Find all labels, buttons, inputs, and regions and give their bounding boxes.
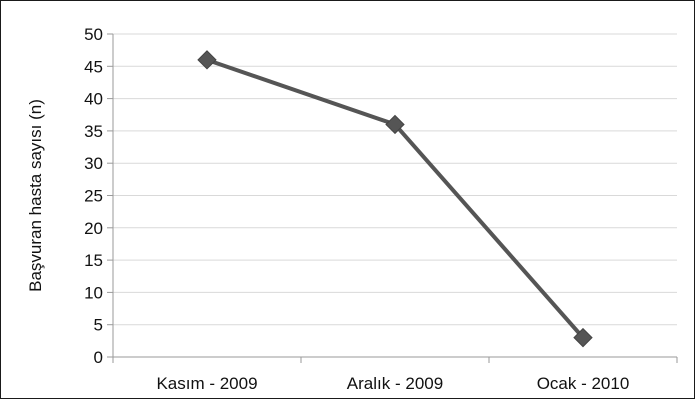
data-point-marker — [385, 114, 405, 135]
data-series — [197, 50, 593, 348]
axes — [107, 33, 678, 363]
y-tick-label: 15 — [84, 251, 103, 270]
data-point-marker — [573, 327, 593, 348]
y-tick-label: 35 — [84, 122, 103, 141]
y-tick-label: 20 — [84, 219, 103, 238]
grid-lines — [113, 33, 677, 326]
x-tick-label: Kasım - 2009 — [156, 374, 257, 393]
y-axis-title: Başvuran hasta sayısı (n) — [26, 99, 45, 292]
y-tick-label: 45 — [84, 57, 103, 76]
x-tick-label: Aralık - 2009 — [347, 374, 443, 393]
y-tick-label: 10 — [84, 283, 103, 302]
y-tick-label: 50 — [84, 25, 103, 44]
y-tick-label: 0 — [94, 348, 103, 367]
y-tick-label: 40 — [84, 90, 103, 109]
y-tick-label: 30 — [84, 154, 103, 173]
data-point-marker — [197, 50, 217, 70]
x-tick-labels: Kasım - 2009 Aralık - 2009 Ocak - 2010 — [156, 374, 629, 393]
y-tick-label: 5 — [94, 316, 103, 335]
x-tick-label: Ocak - 2010 — [537, 374, 630, 393]
y-tick-labels: 0 5 10 15 20 25 30 35 40 45 50 — [84, 25, 103, 367]
series-line — [205, 57, 585, 340]
y-tick-label: 25 — [84, 187, 103, 206]
